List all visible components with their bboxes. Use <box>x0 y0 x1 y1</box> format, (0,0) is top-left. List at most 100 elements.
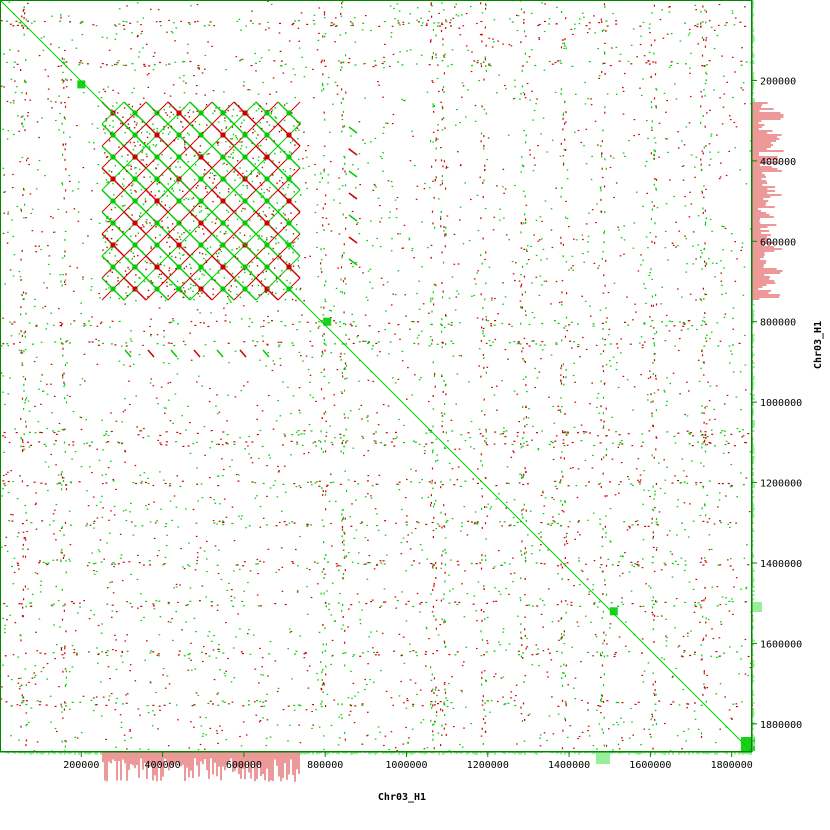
repeat-dot <box>115 33 118 35</box>
repeat-dot <box>358 153 361 155</box>
repeat-dot <box>542 490 544 492</box>
repeat-dot <box>342 110 345 113</box>
repeat-dot <box>101 419 103 421</box>
repeat-dot <box>314 561 316 563</box>
repeat-dot <box>13 61 16 63</box>
repeat-dot <box>165 431 168 433</box>
repeat-dot <box>463 616 466 618</box>
repeat-dot <box>344 641 346 644</box>
repeat-dot <box>462 243 465 245</box>
repeat-dot <box>665 640 668 642</box>
repeat-dot <box>439 184 442 186</box>
repeat-dot <box>520 631 522 634</box>
repeat-dot <box>226 589 228 591</box>
repeat-dot <box>432 588 434 591</box>
repeat-dot <box>372 380 375 383</box>
repeat-dot <box>121 651 124 653</box>
repeat-dot <box>467 89 469 91</box>
repeat-dot <box>655 303 658 306</box>
repeat-dot <box>314 482 317 484</box>
repeat-dot <box>499 433 502 435</box>
repeat-dot <box>70 323 72 325</box>
repeat-dot <box>565 540 568 543</box>
repeat-dot <box>324 649 326 652</box>
repeat-dot <box>522 347 524 349</box>
repeat-dot <box>28 446 31 448</box>
repeat-dot <box>478 80 480 82</box>
repeat-dot <box>576 621 579 623</box>
repeat-dot <box>353 654 356 656</box>
repeat-dot <box>159 434 162 437</box>
repeat-dot <box>163 92 166 94</box>
repeat-dot <box>555 187 557 189</box>
repeat-dot <box>151 725 154 727</box>
repeat-dot <box>384 534 387 536</box>
repeat-dot <box>129 22 132 24</box>
repeat-dot <box>68 671 71 673</box>
repeat-dot <box>424 182 426 185</box>
repeat-dot <box>568 324 571 326</box>
repeat-dot <box>666 33 669 35</box>
repeat-dot <box>46 393 49 395</box>
repeat-dot <box>643 670 646 672</box>
repeat-dot <box>55 586 57 588</box>
repeat-dot <box>522 358 524 360</box>
repeat-dot <box>73 320 76 322</box>
repeat-dot <box>114 634 116 636</box>
repeat-dot <box>563 148 565 151</box>
repeat-dot <box>652 61 655 63</box>
repeat-dot <box>54 231 56 233</box>
repeat-dot <box>665 635 667 637</box>
repeat-dot <box>524 628 526 631</box>
repeat-dot <box>453 484 456 486</box>
repeat-dot <box>197 556 199 558</box>
repeat-dot <box>688 432 691 434</box>
repeat-dot <box>13 133 15 136</box>
repeat-dot <box>297 704 300 706</box>
repeat-dot <box>593 262 596 264</box>
repeat-dot <box>122 20 125 22</box>
repeat-dot <box>60 65 63 67</box>
repeat-dot <box>404 497 407 499</box>
repeat-dot <box>172 320 175 322</box>
repeat-dot <box>592 589 594 591</box>
repeat-dot <box>731 598 733 600</box>
repeat-dot <box>604 339 606 341</box>
repeat-dot <box>367 450 370 452</box>
repeat-dot <box>21 362 23 365</box>
repeat-dot <box>29 605 32 607</box>
repeat-dot <box>292 22 295 24</box>
repeat-dot <box>438 90 440 92</box>
repeat-dot <box>265 524 268 526</box>
repeat-dot <box>9 377 11 379</box>
repeat-dot <box>742 294 745 296</box>
repeat-dot <box>582 431 585 433</box>
repeat-dot <box>34 432 37 434</box>
repeat-dot <box>651 12 653 14</box>
repeat-dot <box>358 552 360 554</box>
repeat-dot <box>665 645 668 647</box>
repeat-dot <box>335 563 338 565</box>
repeat-dot <box>537 653 540 655</box>
repeat-dot <box>219 669 221 671</box>
repeat-dot <box>604 284 606 287</box>
repeat-dot <box>708 164 711 166</box>
repeat-dot <box>528 713 531 715</box>
repeat-dot <box>69 560 71 562</box>
repeat-dot <box>341 6 343 9</box>
repeat-dot <box>539 734 542 736</box>
repeat-dot <box>560 46 563 49</box>
repeat-dot <box>655 409 657 412</box>
repeat-dot <box>17 532 20 534</box>
repeat-dot <box>637 565 640 567</box>
repeat-dot <box>481 105 483 108</box>
repeat-dot <box>234 350 237 352</box>
repeat-dot <box>308 165 310 167</box>
repeat-dot <box>117 563 120 565</box>
repeat-dot <box>579 356 581 358</box>
repeat-dot <box>494 673 497 675</box>
repeat-dot <box>441 105 443 108</box>
repeat-dot <box>333 199 335 201</box>
repeat-dot <box>318 726 321 728</box>
repeat-dot <box>247 700 250 702</box>
